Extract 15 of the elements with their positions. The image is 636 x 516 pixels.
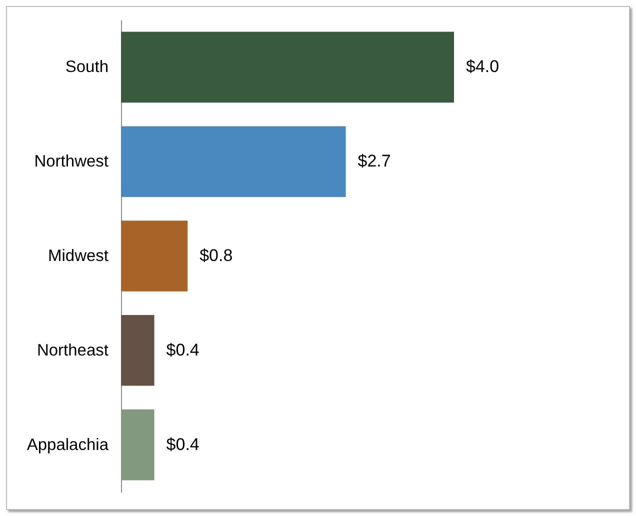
data-label: $2.7 bbox=[358, 152, 391, 171]
y-tick-label: Northeast bbox=[36, 341, 109, 360]
y-tick-label: Northwest bbox=[34, 152, 109, 171]
bar bbox=[121, 315, 154, 386]
data-label: $0.4 bbox=[166, 340, 200, 360]
bar bbox=[121, 126, 346, 197]
bar bbox=[121, 220, 188, 292]
y-tick-label: Appalachia bbox=[26, 436, 110, 454]
data-label: $4.0 bbox=[466, 57, 500, 76]
bar bbox=[121, 409, 154, 480]
y-tick-label: South bbox=[65, 58, 108, 76]
data-label: $0.8 bbox=[200, 246, 233, 265]
y-tick-label: Midwest bbox=[48, 247, 109, 265]
data-label: $0.4 bbox=[166, 434, 200, 454]
bar bbox=[121, 32, 454, 103]
